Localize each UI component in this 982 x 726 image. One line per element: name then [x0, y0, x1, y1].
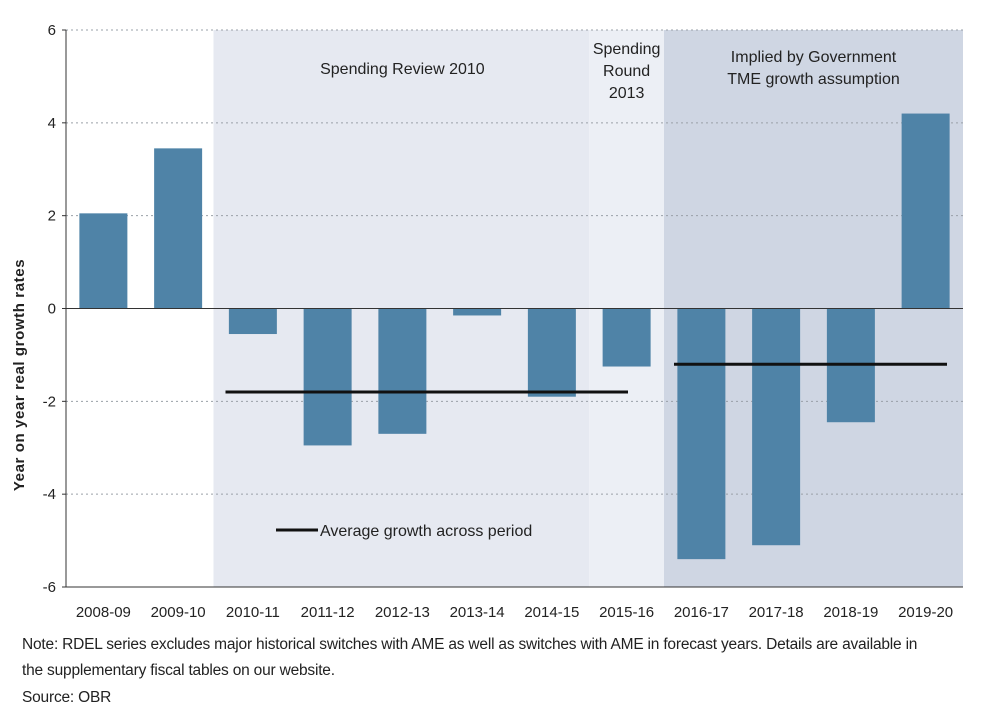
- period-label-2: Spending: [593, 41, 661, 58]
- x-tick-label: 2010-11: [226, 604, 280, 621]
- chart-source: Source: OBR: [22, 689, 112, 706]
- y-tick-label: 4: [48, 115, 56, 132]
- chart-note-line-1: Note: RDEL series excludes major histori…: [22, 636, 918, 653]
- bar-chart: 6 4 2 0 -2 -4 -6 2008-09 2009-10 2010-11 2011-12 20…: [11, 22, 963, 621]
- average-lines: [225, 362, 947, 394]
- y-tick-label: 0: [48, 301, 56, 318]
- x-tick-label: 2017-18: [749, 604, 804, 621]
- y-tick-label: 2: [48, 208, 56, 225]
- period-label-1: Spending Review 2010: [320, 61, 485, 78]
- period-label-2: 2013: [609, 85, 645, 102]
- y-tick-label: -2: [43, 393, 56, 410]
- axis-labels: 6 4 2 0 -2 -4 -6 2008-09 2009-10 2010-11 2011-12 20…: [43, 22, 954, 621]
- x-tick-label: 2013-14: [450, 604, 505, 621]
- bar-2008-09: [79, 213, 128, 309]
- bar-2009-10: [154, 148, 203, 309]
- x-tick-label: 2011-12: [301, 604, 355, 621]
- x-tick-label: 2008-09: [76, 604, 131, 621]
- bar-2016-17: [677, 308, 726, 560]
- bar-2015-16: [602, 308, 651, 367]
- bar-2017-18: [752, 308, 801, 546]
- period-label-3: Implied by Government: [731, 49, 897, 66]
- bar-2014-15: [527, 308, 576, 397]
- legend: Average growth across period: [276, 523, 532, 540]
- x-tick-label: 2012-13: [375, 604, 430, 621]
- axes: [62, 29, 963, 588]
- x-tick-label: 2018-19: [823, 604, 878, 621]
- bar-2011-12: [303, 308, 352, 446]
- y-tick-label: -4: [43, 486, 56, 503]
- period-label-2: Round: [603, 63, 650, 80]
- y-axis-title: Year on year real growth rates: [11, 259, 28, 491]
- y-tick-label: -6: [43, 579, 56, 596]
- x-tick-label: 2019-20: [898, 604, 953, 621]
- x-tick-label: 2015-16: [599, 604, 654, 621]
- y-tick-label: 6: [48, 22, 56, 39]
- bar-2012-13: [378, 308, 427, 434]
- period-label-3: TME growth assumption: [727, 71, 900, 88]
- x-tick-label: 2016-17: [674, 604, 729, 621]
- bar-2010-11: [228, 308, 277, 335]
- x-tick-label: 2009-10: [151, 604, 206, 621]
- x-tick-label: 2014-15: [524, 604, 579, 621]
- chart-note-line-2: the supplementary fiscal tables on our w…: [22, 662, 335, 679]
- legend-label: Average growth across period: [320, 523, 532, 540]
- bar-2019-20: [901, 113, 950, 309]
- bar-2013-14: [453, 308, 502, 316]
